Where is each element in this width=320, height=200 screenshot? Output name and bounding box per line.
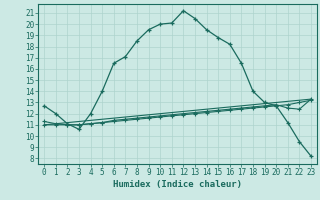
X-axis label: Humidex (Indice chaleur): Humidex (Indice chaleur) [113,180,242,189]
